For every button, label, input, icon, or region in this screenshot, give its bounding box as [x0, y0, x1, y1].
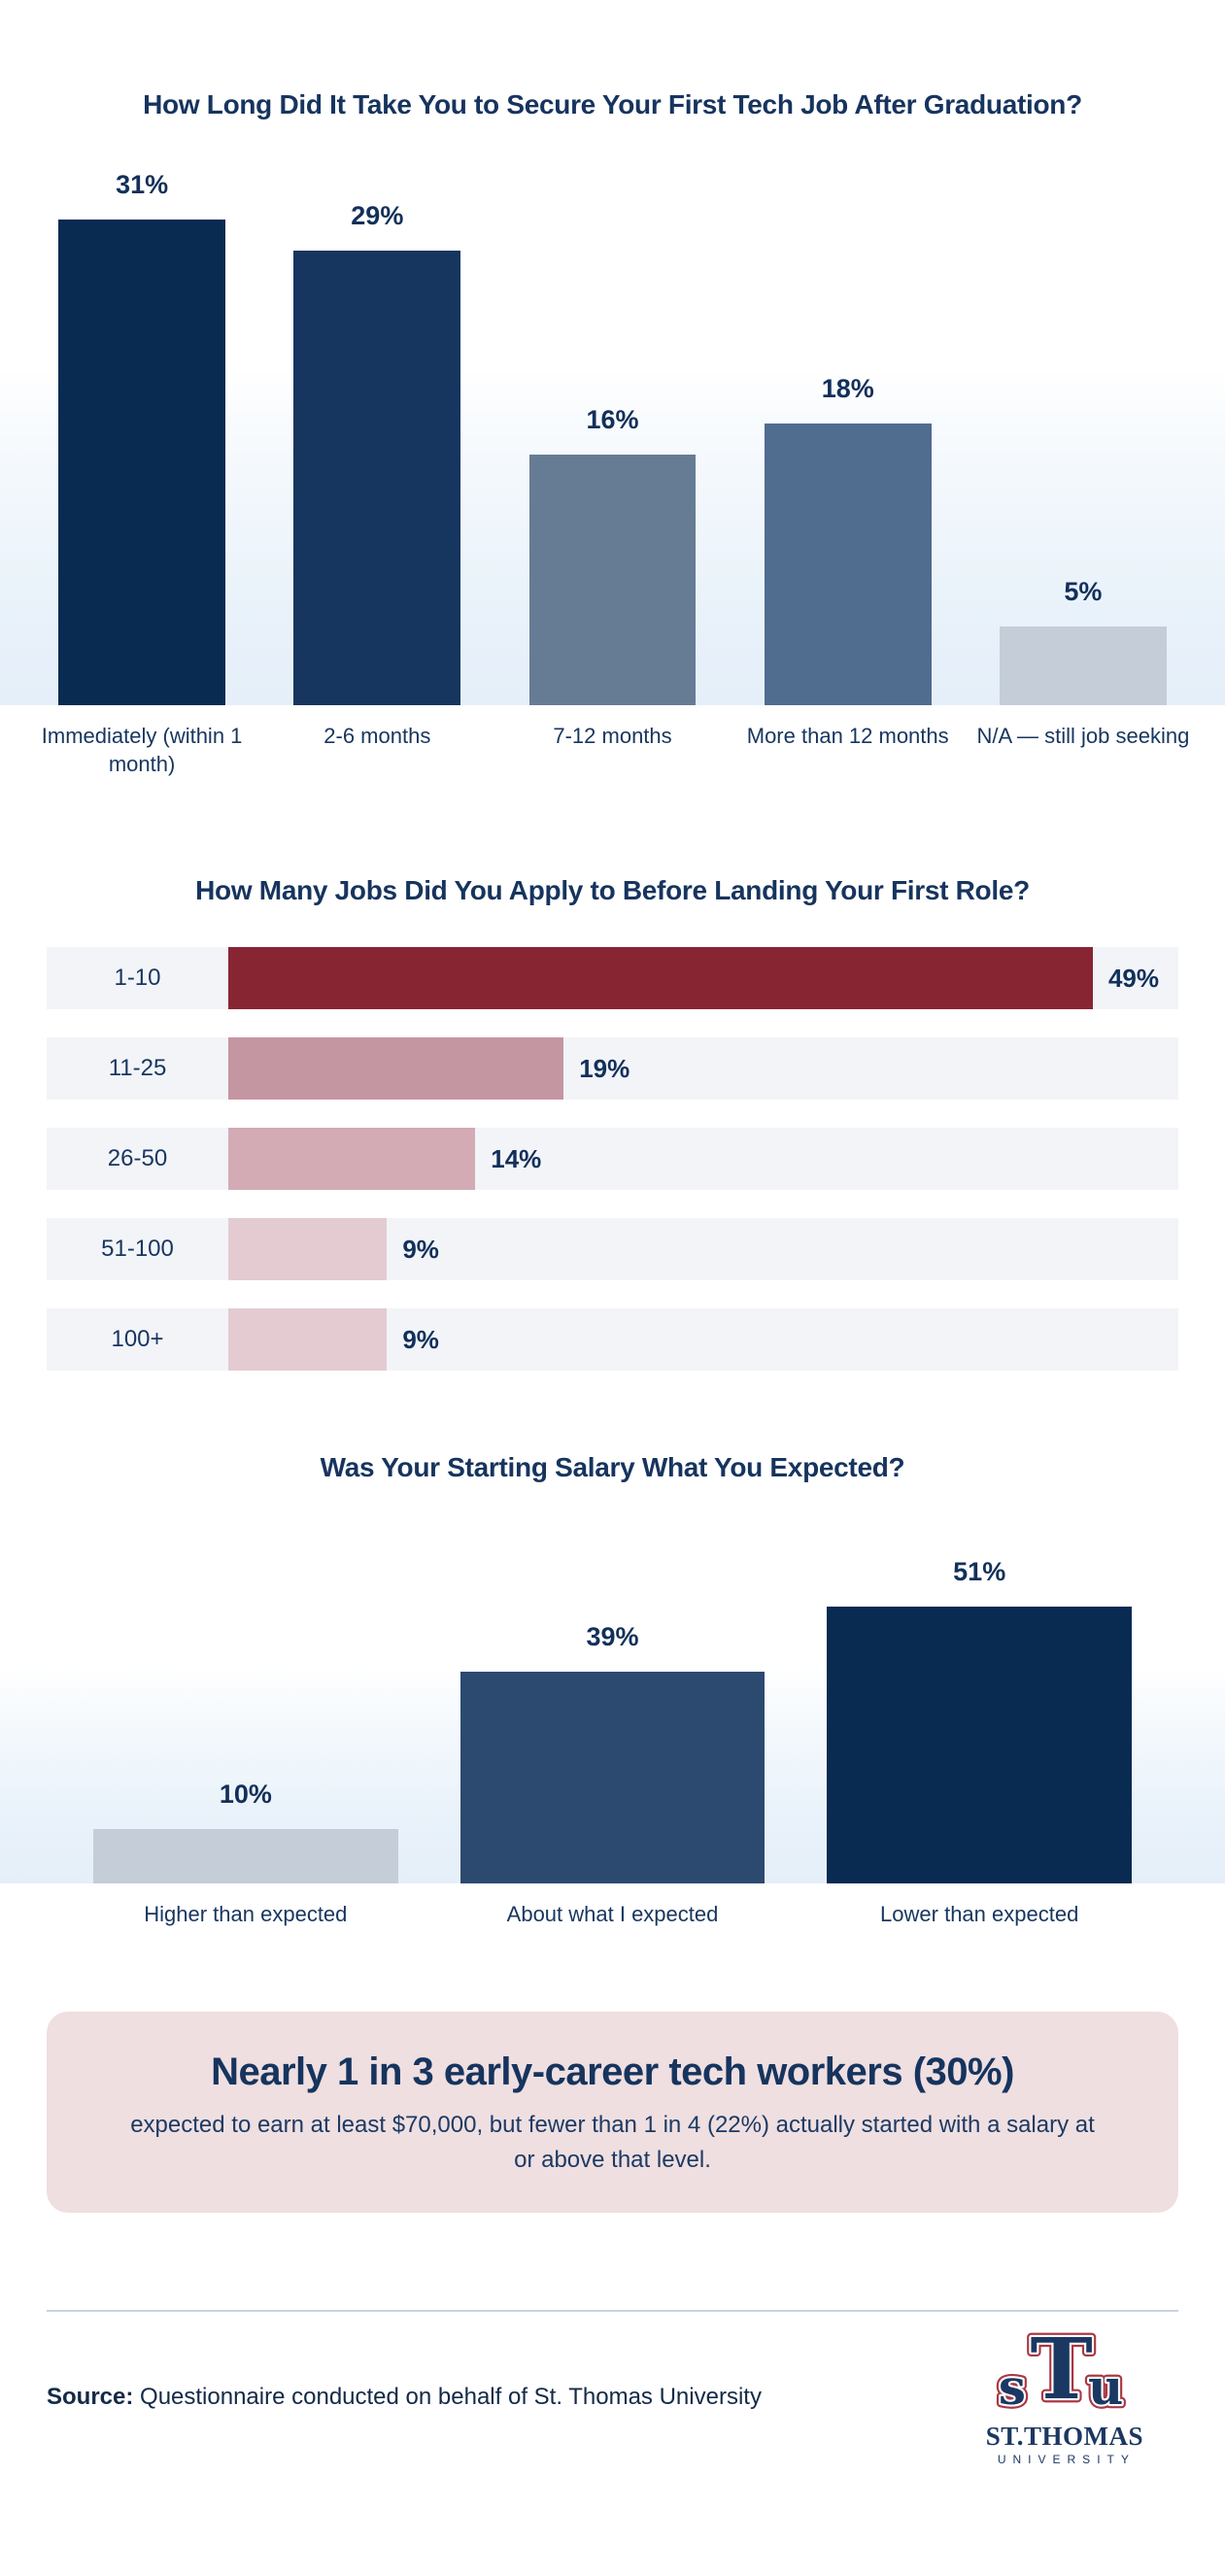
value-label: 51%: [953, 1557, 1006, 1587]
category-axis-salary-expectation: Higher than expected About what I expecte…: [62, 1901, 1163, 1929]
bar-column: 16%: [494, 161, 730, 705]
svg-text:sTu: sTu: [999, 2329, 1123, 2419]
infographic-page: How Long Did It Take You to Secure Your …: [0, 89, 1225, 2576]
callout-body: expected to earn at least $70,000, but f…: [130, 2111, 1095, 2173]
callout-heading: Nearly 1 in 3 early-career tech workers …: [211, 2050, 1014, 2093]
logo-subtitle: UNIVERSITY: [997, 2453, 1136, 2467]
source-text: Source: Questionnaire conducted on behal…: [47, 2384, 762, 2411]
logo-letter-t: T: [1030, 2329, 1092, 2419]
bar: [228, 1128, 476, 1191]
bar-column: 5%: [966, 161, 1201, 705]
category-label: 1-10: [114, 965, 161, 992]
bar-plot-salary-expectation: 10% 39% 51%: [0, 1534, 1225, 1884]
chart-title-time-to-job: How Long Did It Take You to Secure Your …: [143, 89, 1082, 119]
bar: [459, 1672, 766, 1884]
logo-wordmark: ST.THOMAS: [985, 2421, 1143, 2451]
hbar-row: 26-50 14%: [47, 1128, 1178, 1191]
svg-text:sTu: sTu: [999, 2329, 1123, 2419]
bar-track: 9%: [228, 1218, 1178, 1281]
bar-column: 31%: [24, 161, 259, 705]
bar-column: 29%: [259, 161, 494, 705]
category-label: 100+: [111, 1326, 164, 1353]
category-label: About what I expected: [506, 1902, 719, 1927]
hbar-row: 1-10 49%: [47, 947, 1178, 1010]
bar-column: 18%: [731, 161, 966, 705]
bar: [58, 220, 226, 705]
svg-text:sTu: sTu: [999, 2329, 1123, 2419]
source-body: Questionnaire conducted on behalf of St.…: [133, 2384, 762, 2411]
logo-letter-t-outline: T: [1030, 2329, 1092, 2419]
bar-column: 39%: [429, 1534, 797, 1884]
chart-jobs-applied: How Many Jobs Did You Apply to Before La…: [0, 875, 1225, 1372]
bar-column: 51%: [796, 1534, 1163, 1884]
category-label: More than 12 months: [746, 724, 949, 748]
bar: [764, 424, 932, 705]
hbar-rows-jobs-applied: 1-10 49% 11-25 19% 26-50 14% 51-100 9% 100+ 9%: [0, 947, 1225, 1372]
category-label: 26-50: [107, 1145, 168, 1172]
category-label: 2-6 months: [323, 724, 431, 748]
logo-letter-u-gap: u: [1088, 2358, 1123, 2416]
category-label: Lower than expected: [880, 1902, 1079, 1927]
bar: [827, 1607, 1132, 1884]
value-label: 5%: [1064, 577, 1103, 606]
bar: [228, 947, 1093, 1010]
bar-track: 14%: [228, 1128, 1178, 1191]
value-label: 29%: [351, 201, 404, 230]
bar: [93, 1829, 398, 1884]
value-label: 9%: [402, 1234, 439, 1264]
bar-track: 19%: [228, 1037, 1178, 1101]
logo-letter-t-gap: T: [1030, 2329, 1092, 2419]
bar: [228, 1308, 388, 1372]
category-label: Higher than expected: [144, 1902, 348, 1927]
hbar-row: 100+ 9%: [47, 1308, 1178, 1372]
callout-box: Nearly 1 in 3 early-career tech workers …: [47, 2011, 1178, 2213]
value-label: 19%: [579, 1053, 630, 1083]
category-axis-time-to-job: Immediately (within 1 month) 2-6 months 7-…: [24, 723, 1201, 778]
value-label: 39%: [586, 1622, 639, 1652]
value-label: 14%: [491, 1143, 542, 1173]
logo-letter-s-outline: s: [999, 2358, 1026, 2416]
bar: [228, 1218, 388, 1281]
bar-plot-time-to-job: 31% 29% 16% 18% 5%: [0, 161, 1225, 705]
category-label: N/A — still job seeking: [976, 724, 1190, 748]
bar: [999, 627, 1167, 705]
bar: [528, 455, 697, 705]
value-label: 10%: [219, 1779, 272, 1810]
hbar-row: 51-100 9%: [47, 1218, 1178, 1281]
logo-letter-s-gap: s: [999, 2358, 1026, 2416]
category-label: 11-25: [108, 1055, 167, 1082]
footer: Source: Questionnaire conducted on behal…: [47, 2329, 1178, 2466]
value-label: 18%: [821, 374, 874, 403]
category-label: 51-100: [101, 1236, 174, 1263]
footer-divider: [47, 2309, 1178, 2312]
value-label: 16%: [586, 405, 639, 434]
stu-monogram-icon: sTu sTu sTu: [994, 2329, 1127, 2423]
logo-letter-s: s: [999, 2358, 1026, 2416]
category-label: 7-12 months: [553, 724, 672, 748]
bar-track: 9%: [228, 1308, 1178, 1372]
stu-logo: sTu sTu sTu ST.THOMAS UNIVERSITY: [986, 2329, 1143, 2466]
bar-track: 49%: [228, 947, 1178, 1010]
bar: [228, 1037, 564, 1101]
category-label: Immediately (within 1 month): [41, 724, 243, 776]
chart-title-jobs-applied: How Many Jobs Did You Apply to Before La…: [195, 875, 1030, 906]
value-label: 9%: [402, 1324, 439, 1354]
logo-letter-u-outline: u: [1088, 2358, 1123, 2416]
source-label: Source:: [47, 2384, 134, 2411]
chart-time-to-job: How Long Did It Take You to Secure Your …: [0, 89, 1225, 778]
value-label: 49%: [1107, 963, 1160, 993]
bar: [293, 251, 461, 705]
value-label: 31%: [116, 170, 169, 199]
chart-salary-expectation: Was Your Starting Salary What You Expect…: [0, 1452, 1225, 1929]
bar-column: 10%: [62, 1534, 429, 1884]
hbar-row: 11-25 19%: [47, 1037, 1178, 1101]
chart-title-salary-expectation: Was Your Starting Salary What You Expect…: [320, 1452, 905, 1483]
logo-letter-u: u: [1088, 2358, 1123, 2416]
